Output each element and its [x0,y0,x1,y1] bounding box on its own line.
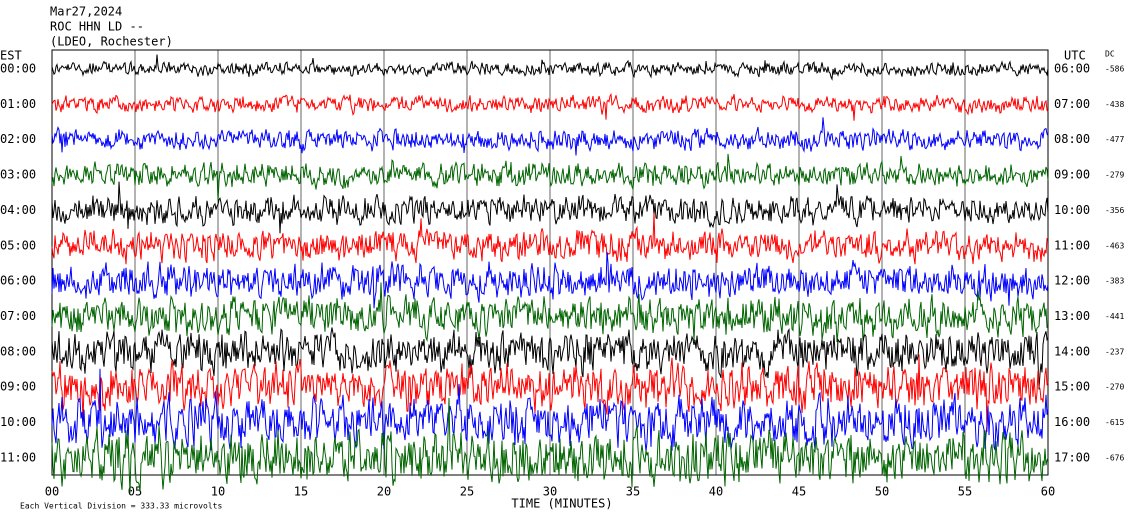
dc-value: -441 [1105,312,1124,321]
est-label: 01:00 [0,97,36,111]
x-tick-label: 00 [45,485,59,499]
x-tick-label: 45 [792,485,806,499]
dc-value: -279 [1105,171,1124,180]
dc-value: -356 [1105,206,1124,215]
x-tick-label: 05 [128,485,142,499]
utc-label: 14:00 [1054,344,1090,358]
trace [51,153,1049,202]
trace [51,327,1049,390]
x-tick-label: 30 [543,485,557,499]
x-tick-label: 20 [377,485,391,499]
est-label: 05:00 [0,238,36,252]
trace [51,54,1049,81]
est-label: 10:00 [0,415,36,429]
x-tick-label: 40 [709,485,723,499]
footnote: Each Vertical Division = 333.33 microvol… [20,502,222,511]
trace [51,181,1049,234]
plot-frame [51,49,1049,476]
x-tick-label: 10 [211,485,225,499]
dc-value: -383 [1105,277,1124,286]
x-tick-label: 55 [958,485,972,499]
utc-label: 09:00 [1054,168,1090,182]
utc-label: 06:00 [1054,62,1090,76]
trace [51,212,1049,265]
trace [51,354,1049,432]
utc-label: 07:00 [1054,97,1090,111]
utc-label: 11:00 [1054,238,1090,252]
right-axis-label: UTC [1064,49,1086,63]
dc-value: -270 [1105,383,1124,392]
trace [51,252,1049,309]
utc-label: 08:00 [1054,132,1090,146]
utc-label: 15:00 [1054,380,1090,394]
est-label: 07:00 [0,309,36,323]
dc-value: -438 [1105,100,1124,109]
utc-label: 12:00 [1054,274,1090,288]
dc-value: -237 [1105,347,1124,356]
utc-label: 17:00 [1054,450,1090,464]
trace [51,368,1049,452]
est-label: 08:00 [0,344,36,358]
utc-label: 13:00 [1054,309,1090,323]
dc-value: -586 [1105,65,1124,74]
title-line: ROC HHN LD -- [50,20,144,34]
title-line: Mar27,2024 [50,5,122,19]
x-axis-label: TIME (MINUTES) [511,497,612,511]
x-tick-label: 15 [294,485,308,499]
title-line: (LDEO, Rochester) [50,35,173,49]
est-label: 04:00 [0,203,36,217]
est-label: 09:00 [0,380,36,394]
dc-value: -676 [1105,453,1124,462]
dc-label: DC [1105,50,1115,59]
trace [51,93,1049,121]
traces [51,54,1049,494]
x-tick-label: 60 [1041,485,1055,499]
dc-value: -477 [1105,135,1124,144]
est-label: 11:00 [0,450,36,464]
x-tick-label: 35 [626,485,640,499]
utc-label: 10:00 [1054,203,1090,217]
x-tick-label: 50 [875,485,889,499]
trace [51,117,1049,156]
est-label: 00:00 [0,62,36,76]
utc-label: 16:00 [1054,415,1090,429]
est-label: 02:00 [0,132,36,146]
est-label: 03:00 [0,168,36,182]
trace [51,282,1049,343]
trace [51,397,1049,494]
left-axis-label: EST [0,49,22,63]
est-label: 06:00 [0,274,36,288]
dc-value: -615 [1105,418,1124,427]
x-tick-label: 25 [460,485,474,499]
dc-value: -463 [1105,241,1124,250]
